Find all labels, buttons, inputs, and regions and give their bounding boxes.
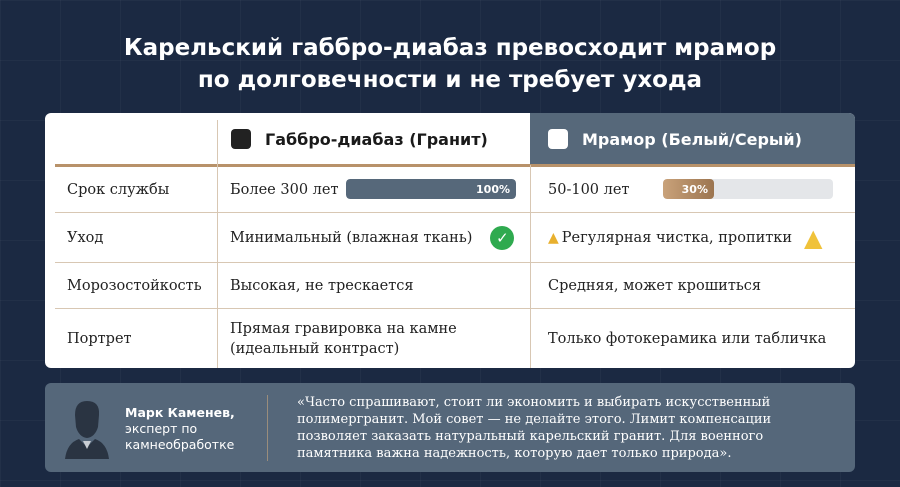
marble-pct-label: 30% [681,182,708,196]
marble-value: Регулярная чистка, пропитки [561,229,793,246]
expert-role: эксперт по [125,421,198,436]
table-row: Портрет Прямая гравировка на камне (идеа… [55,308,855,368]
header-divider [55,164,855,167]
expert-name: Марк Каменев, [125,405,235,420]
granite-lifespan-bar: 100% [346,179,516,199]
header-granite-label: Габбро-диабаз (Гранит) [265,129,488,149]
granite-swatch-icon [231,129,251,149]
header-marble: Мрамор (Белый/Серый) [530,113,855,165]
marble-value: Средняя, может крошиться [548,277,762,294]
expert-info: Марк Каменев, эксперт по камнеобработке [125,405,235,453]
title-line-2: по долговечности и не требует ухода [197,67,703,93]
expert-role: камнеобработке [125,437,235,452]
table-row: Морозостойкость Высокая, не трескается С… [55,262,855,308]
expert-avatar-icon [65,401,109,459]
title-line-1: Карельский габбро-диабаз превосходит мра… [123,35,777,61]
granite-value: Прямая гравировка на камне (идеальный ко… [230,320,457,357]
marble-swatch-icon [548,129,568,149]
column-divider [217,120,218,368]
expert-quote: Марк Каменев, эксперт по камнеобработке … [45,383,855,472]
granite-value: Более 300 лет [230,181,339,198]
table-row: Срок службы Более 300 лет 100% 50-100 ле… [55,167,855,212]
granite-value: Минимальный (влажная ткань) [230,229,473,246]
quote-text: «Часто спрашивают, стоит ли экономить и … [297,395,772,461]
check-circle-icon: ✓ [490,225,515,250]
warning-icon: ▲ [804,223,823,252]
granite-value: Высокая, не трескается [230,277,414,294]
row-label: Уход [67,229,104,246]
row-label: Портрет [67,330,132,347]
quote-divider [267,395,268,461]
granite-pct-label: 100% [476,182,510,196]
warning-icon: ▲ [548,229,559,246]
header-granite: Габбро-диабаз (Гранит) [217,113,530,165]
row-label: Срок службы [67,181,170,198]
row-label: Морозостойкость [67,277,202,294]
marble-value: 50-100 лет [548,181,630,198]
marble-value: Только фотокерамика или табличка [548,330,827,347]
table-row: Уход Минимальный (влажная ткань) ✓ ▲ Регу… [55,212,855,262]
comparison-table: Габбро-диабаз (Гранит) Мрамор (Белый/Сер… [45,113,855,368]
header-marble-label: Мрамор (Белый/Серый) [582,129,802,149]
marble-lifespan-bar: 30% [663,179,833,199]
page-title: Карельский габбро-диабаз превосходит мра… [0,32,900,96]
column-divider [530,165,531,368]
